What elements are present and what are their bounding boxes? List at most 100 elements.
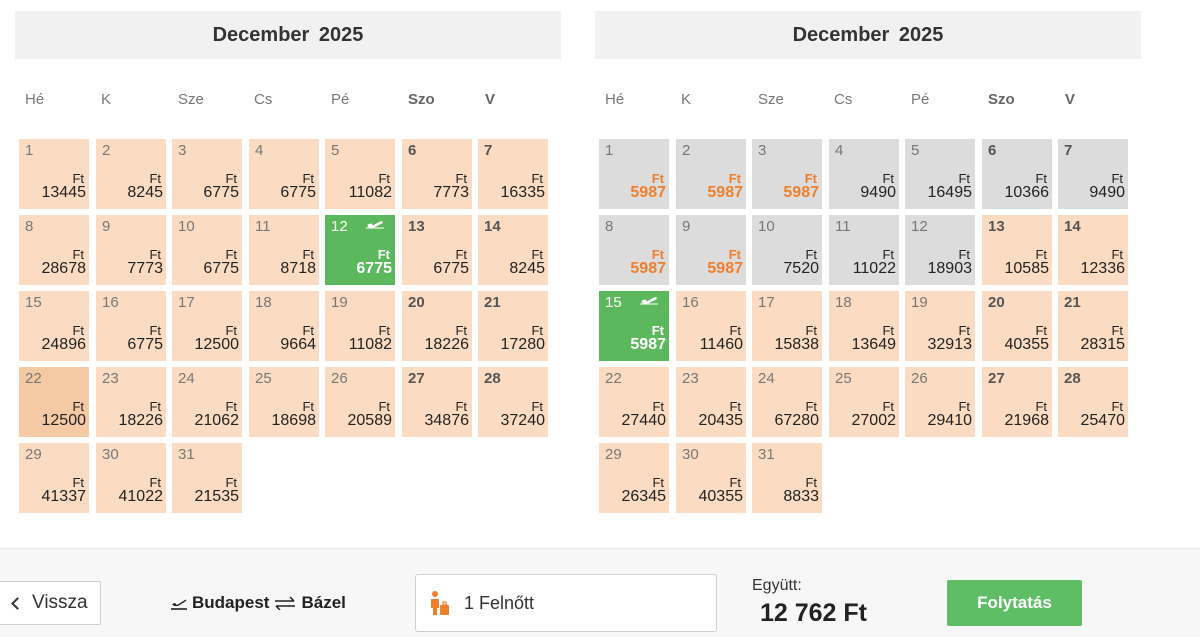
day-price: 21535 [194,488,240,505]
day-cell-4[interactable]: 4 Ft 6775 [249,139,319,209]
currency-label: Ft [455,399,467,414]
day-cell-7: 7 Ft 9490 [1058,139,1128,209]
day-cell-16[interactable]: 16 Ft 11460 [676,291,746,361]
passenger-selector[interactable]: 1 Felnőtt [415,574,717,632]
day-number: 21 [1064,294,1081,311]
day-cell-7[interactable]: 7 Ft 16335 [478,139,548,209]
day-cell-31[interactable]: 31 Ft 8833 [752,443,822,513]
day-cell-18[interactable]: 18 Ft 13649 [829,291,899,361]
swap-arrows-icon [275,596,296,610]
day-cell-2[interactable]: 2 Ft 8245 [96,139,166,209]
weekday-label: Sze [758,91,784,108]
day-number: 12 [911,218,928,235]
day-cell-26[interactable]: 26 Ft 29410 [905,367,975,437]
day-cell-12: 12 Ft 18903 [905,215,975,285]
day-cell-23[interactable]: 23 Ft 20435 [676,367,746,437]
day-price: 21062 [194,412,240,429]
day-cell-15[interactable]: 15 Ft 24896 [19,291,89,361]
day-cell-27[interactable]: 27 Ft 21968 [982,367,1052,437]
day-cell-19[interactable]: 19 Ft 32913 [905,291,975,361]
day-cell-20[interactable]: 20 Ft 18226 [402,291,472,361]
currency-label: Ft [805,399,817,414]
day-price: 12500 [194,336,240,353]
currency-label: Ft [728,247,741,262]
day-cell-24[interactable]: 24 Ft 21062 [172,367,242,437]
day-number: 25 [255,370,272,387]
currency-label: Ft [72,475,84,490]
day-number: 14 [1064,218,1081,235]
day-cell-13[interactable]: 13 Ft 10585 [982,215,1052,285]
day-cell-31[interactable]: 31 Ft 21535 [172,443,242,513]
currency-label: Ft [377,247,390,262]
day-cell-28[interactable]: 28 Ft 25470 [1058,367,1128,437]
day-cell-25[interactable]: 25 Ft 27002 [829,367,899,437]
weekday-label: K [681,91,692,108]
day-cell-14[interactable]: 14 Ft 12336 [1058,215,1128,285]
day-cell-8: 8 Ft 5987 [599,215,669,285]
day-number: 6 [408,142,417,159]
day-cell-16[interactable]: 16 Ft 6775 [96,291,166,361]
day-price: 20435 [698,412,744,429]
day-cell-13[interactable]: 13 Ft 6775 [402,215,472,285]
currency-label: Ft [149,399,161,414]
day-cell-1[interactable]: 1 Ft 13445 [19,139,89,209]
day-price: 11082 [348,184,392,201]
day-cell-5[interactable]: 5 Ft 11082 [325,139,395,209]
day-cell-9[interactable]: 9 Ft 7773 [96,215,166,285]
day-cell-8[interactable]: 8 Ft 28678 [19,215,89,285]
currency-label: Ft [378,323,390,338]
day-number: 30 [682,446,699,463]
day-price: 18698 [271,412,317,429]
day-number: 31 [178,446,195,463]
day-cell-20[interactable]: 20 Ft 40355 [982,291,1052,361]
day-number: 13 [988,218,1005,235]
day-cell-29[interactable]: 29 Ft 41337 [19,443,89,513]
currency-label: Ft [302,247,314,262]
currency-label: Ft [728,171,741,186]
day-price: 41337 [41,488,87,505]
day-cell-17[interactable]: 17 Ft 15838 [752,291,822,361]
day-cell-28[interactable]: 28 Ft 37240 [478,367,548,437]
day-price: 26345 [621,488,667,505]
day-number: 16 [102,294,119,311]
day-cell-23[interactable]: 23 Ft 18226 [96,367,166,437]
day-cell-26[interactable]: 26 Ft 20589 [325,367,395,437]
day-cell-10[interactable]: 10 Ft 6775 [172,215,242,285]
day-price: 5987 [783,184,819,201]
day-price: 5987 [630,260,666,277]
day-number: 31 [758,446,775,463]
day-cell-29[interactable]: 29 Ft 26345 [599,443,669,513]
day-cell-3[interactable]: 3 Ft 6775 [172,139,242,209]
day-cell-22[interactable]: 22 Ft 27440 [599,367,669,437]
passenger-count: 1 Felnőtt [464,592,535,613]
day-cell-21[interactable]: 21 Ft 28315 [1058,291,1128,361]
currency-label: Ft [149,171,161,186]
day-cell-27[interactable]: 27 Ft 34876 [402,367,472,437]
day-price: 41022 [118,488,164,505]
day-cell-21[interactable]: 21 Ft 17280 [478,291,548,361]
continue-button[interactable]: Folytatás [947,580,1082,626]
day-cell-18[interactable]: 18 Ft 9664 [249,291,319,361]
day-cell-6[interactable]: 6 Ft 7773 [402,139,472,209]
day-cell-30[interactable]: 30 Ft 41022 [96,443,166,513]
day-cell-24[interactable]: 24 Ft 67280 [752,367,822,437]
back-button[interactable]: Vissza [0,581,101,625]
day-cell-12[interactable]: 12 Ft 6775 [325,215,395,285]
day-number: 12 [331,218,348,235]
day-number: 19 [911,294,928,311]
currency-label: Ft [378,171,390,186]
day-cell-17[interactable]: 17 Ft 12500 [172,291,242,361]
day-cell-19[interactable]: 19 Ft 11082 [325,291,395,361]
route-summary: Budapest Bázel [166,593,346,613]
day-cell-22[interactable]: 22 Ft 12500 [19,367,89,437]
day-cell-30[interactable]: 30 Ft 40355 [676,443,746,513]
currency-label: Ft [729,399,741,414]
origin-city: Budapest [192,593,270,612]
weekday-label: Sze [178,91,204,108]
currency-label: Ft [455,171,467,186]
day-cell-14[interactable]: 14 Ft 8245 [478,215,548,285]
day-cell-25[interactable]: 25 Ft 18698 [249,367,319,437]
day-price: 34876 [424,412,470,429]
day-cell-11[interactable]: 11 Ft 8718 [249,215,319,285]
day-cell-15[interactable]: 15 Ft 5987 [599,291,669,361]
